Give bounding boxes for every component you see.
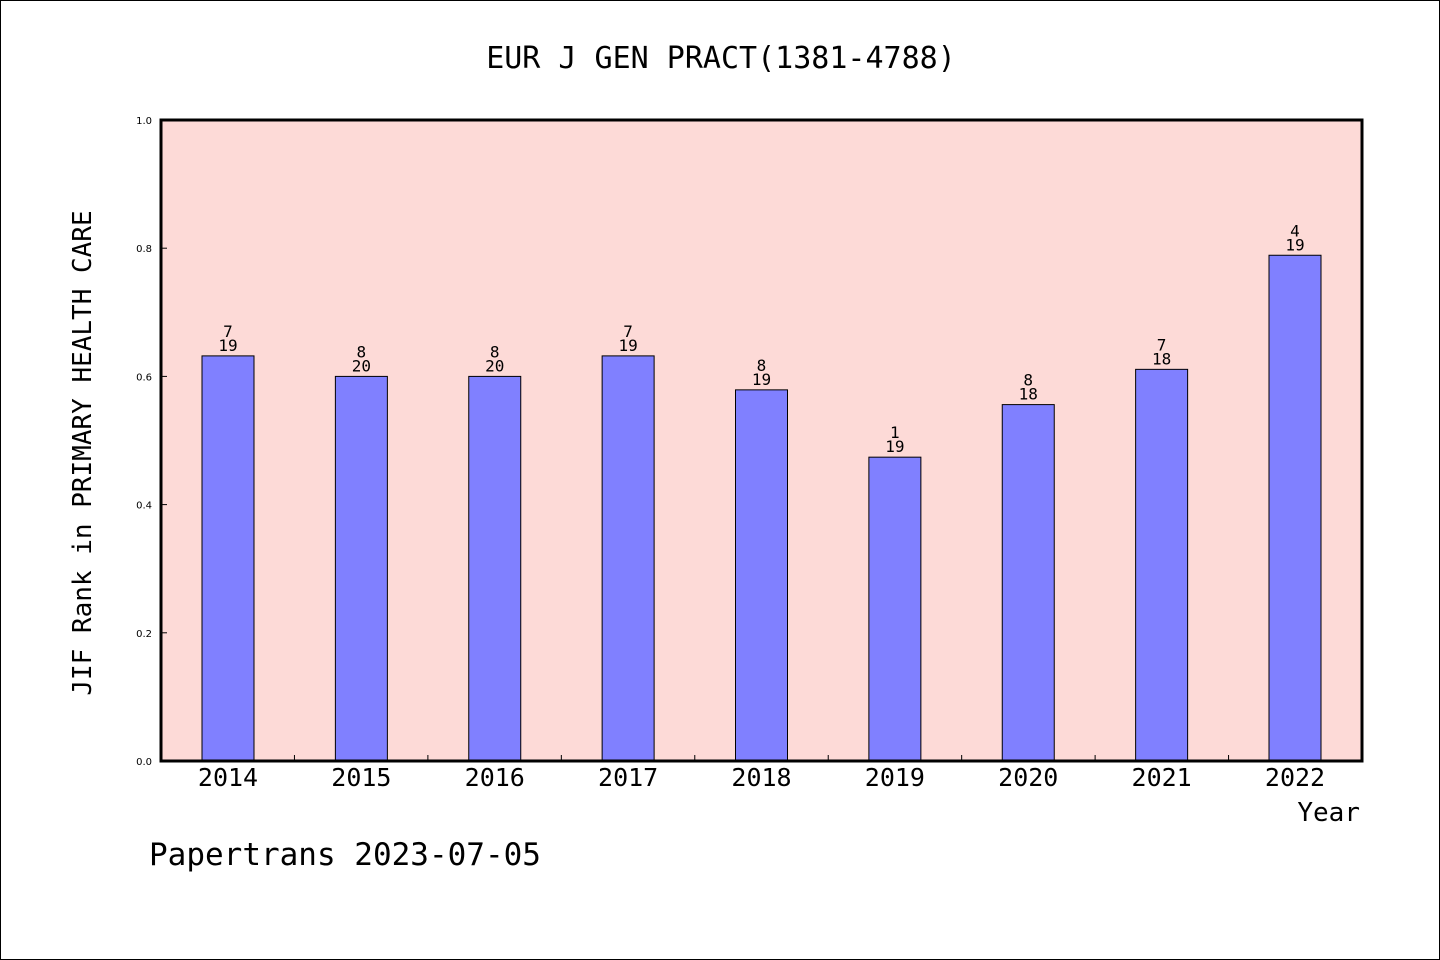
bar-rank-label: 8 [490, 342, 500, 361]
bar-2020 [1001, 404, 1055, 762]
x-tick-label: 2018 [731, 763, 791, 792]
footer-credit: Papertrans 2023-07-05 [149, 837, 541, 873]
bar-2021 [1135, 368, 1189, 762]
bar-2018 [735, 389, 788, 762]
y-tick-label: 1.0 [136, 116, 152, 127]
bar-rank-label: 4 [1290, 221, 1300, 240]
bar-total-label: 19 [618, 336, 637, 355]
x-tick-label: 2015 [331, 763, 391, 792]
bar-rank-label: 7 [623, 322, 633, 341]
x-tick-label: 2019 [865, 763, 925, 792]
bar-total-label: 19 [218, 336, 237, 355]
y-tick-label: 0.0 [136, 757, 152, 768]
y-tick-label: 0.4 [136, 501, 152, 512]
bar-total-label: 20 [352, 356, 371, 375]
bar-total-label: 19 [885, 437, 904, 456]
y-tick-label: 0.8 [136, 244, 152, 255]
x-tick-label: 2014 [198, 763, 258, 792]
y-tick-label: 0.2 [136, 629, 152, 640]
bar-2019 [868, 456, 922, 762]
y-tick-label: 0.6 [136, 372, 152, 383]
bar-total-label: 19 [752, 370, 771, 389]
bar-2016 [468, 375, 522, 762]
x-tick-label: 2021 [1132, 763, 1192, 792]
chart-title: EUR J GEN PRACT(1381-4788) [486, 41, 956, 76]
bar-rank-label: 7 [1157, 335, 1167, 354]
x-tick-label: 2022 [1265, 763, 1325, 792]
bar-rank-label: 8 [1023, 371, 1033, 390]
bar-rank-label: 8 [757, 356, 767, 375]
bars [201, 254, 1322, 762]
x-tick-label: 2016 [465, 763, 525, 792]
bar-rank-label: 7 [223, 322, 233, 341]
bar-2022 [1268, 254, 1322, 762]
bar-2015 [334, 375, 388, 762]
bar-2014 [201, 355, 255, 762]
bar-rank-label: 8 [357, 342, 367, 361]
bar-total-label: 18 [1019, 385, 1038, 404]
x-tick-label: 2017 [598, 763, 658, 792]
x-tick-label: 2020 [998, 763, 1058, 792]
plot-border [159, 118, 1364, 763]
bar-2017 [601, 355, 655, 762]
bar-total-label: 19 [1285, 235, 1304, 254]
bar-total-label: 20 [485, 356, 504, 375]
x-axis-label: Year [1297, 798, 1360, 828]
y-axis-label: JIF Rank in PRIMARY HEALTH CARE [68, 210, 98, 695]
bar-labels: 2014719201582020168202017719201881920191… [198, 221, 1325, 792]
bar-total-label: 18 [1152, 349, 1171, 368]
bar-rank-label: 1 [890, 423, 900, 442]
